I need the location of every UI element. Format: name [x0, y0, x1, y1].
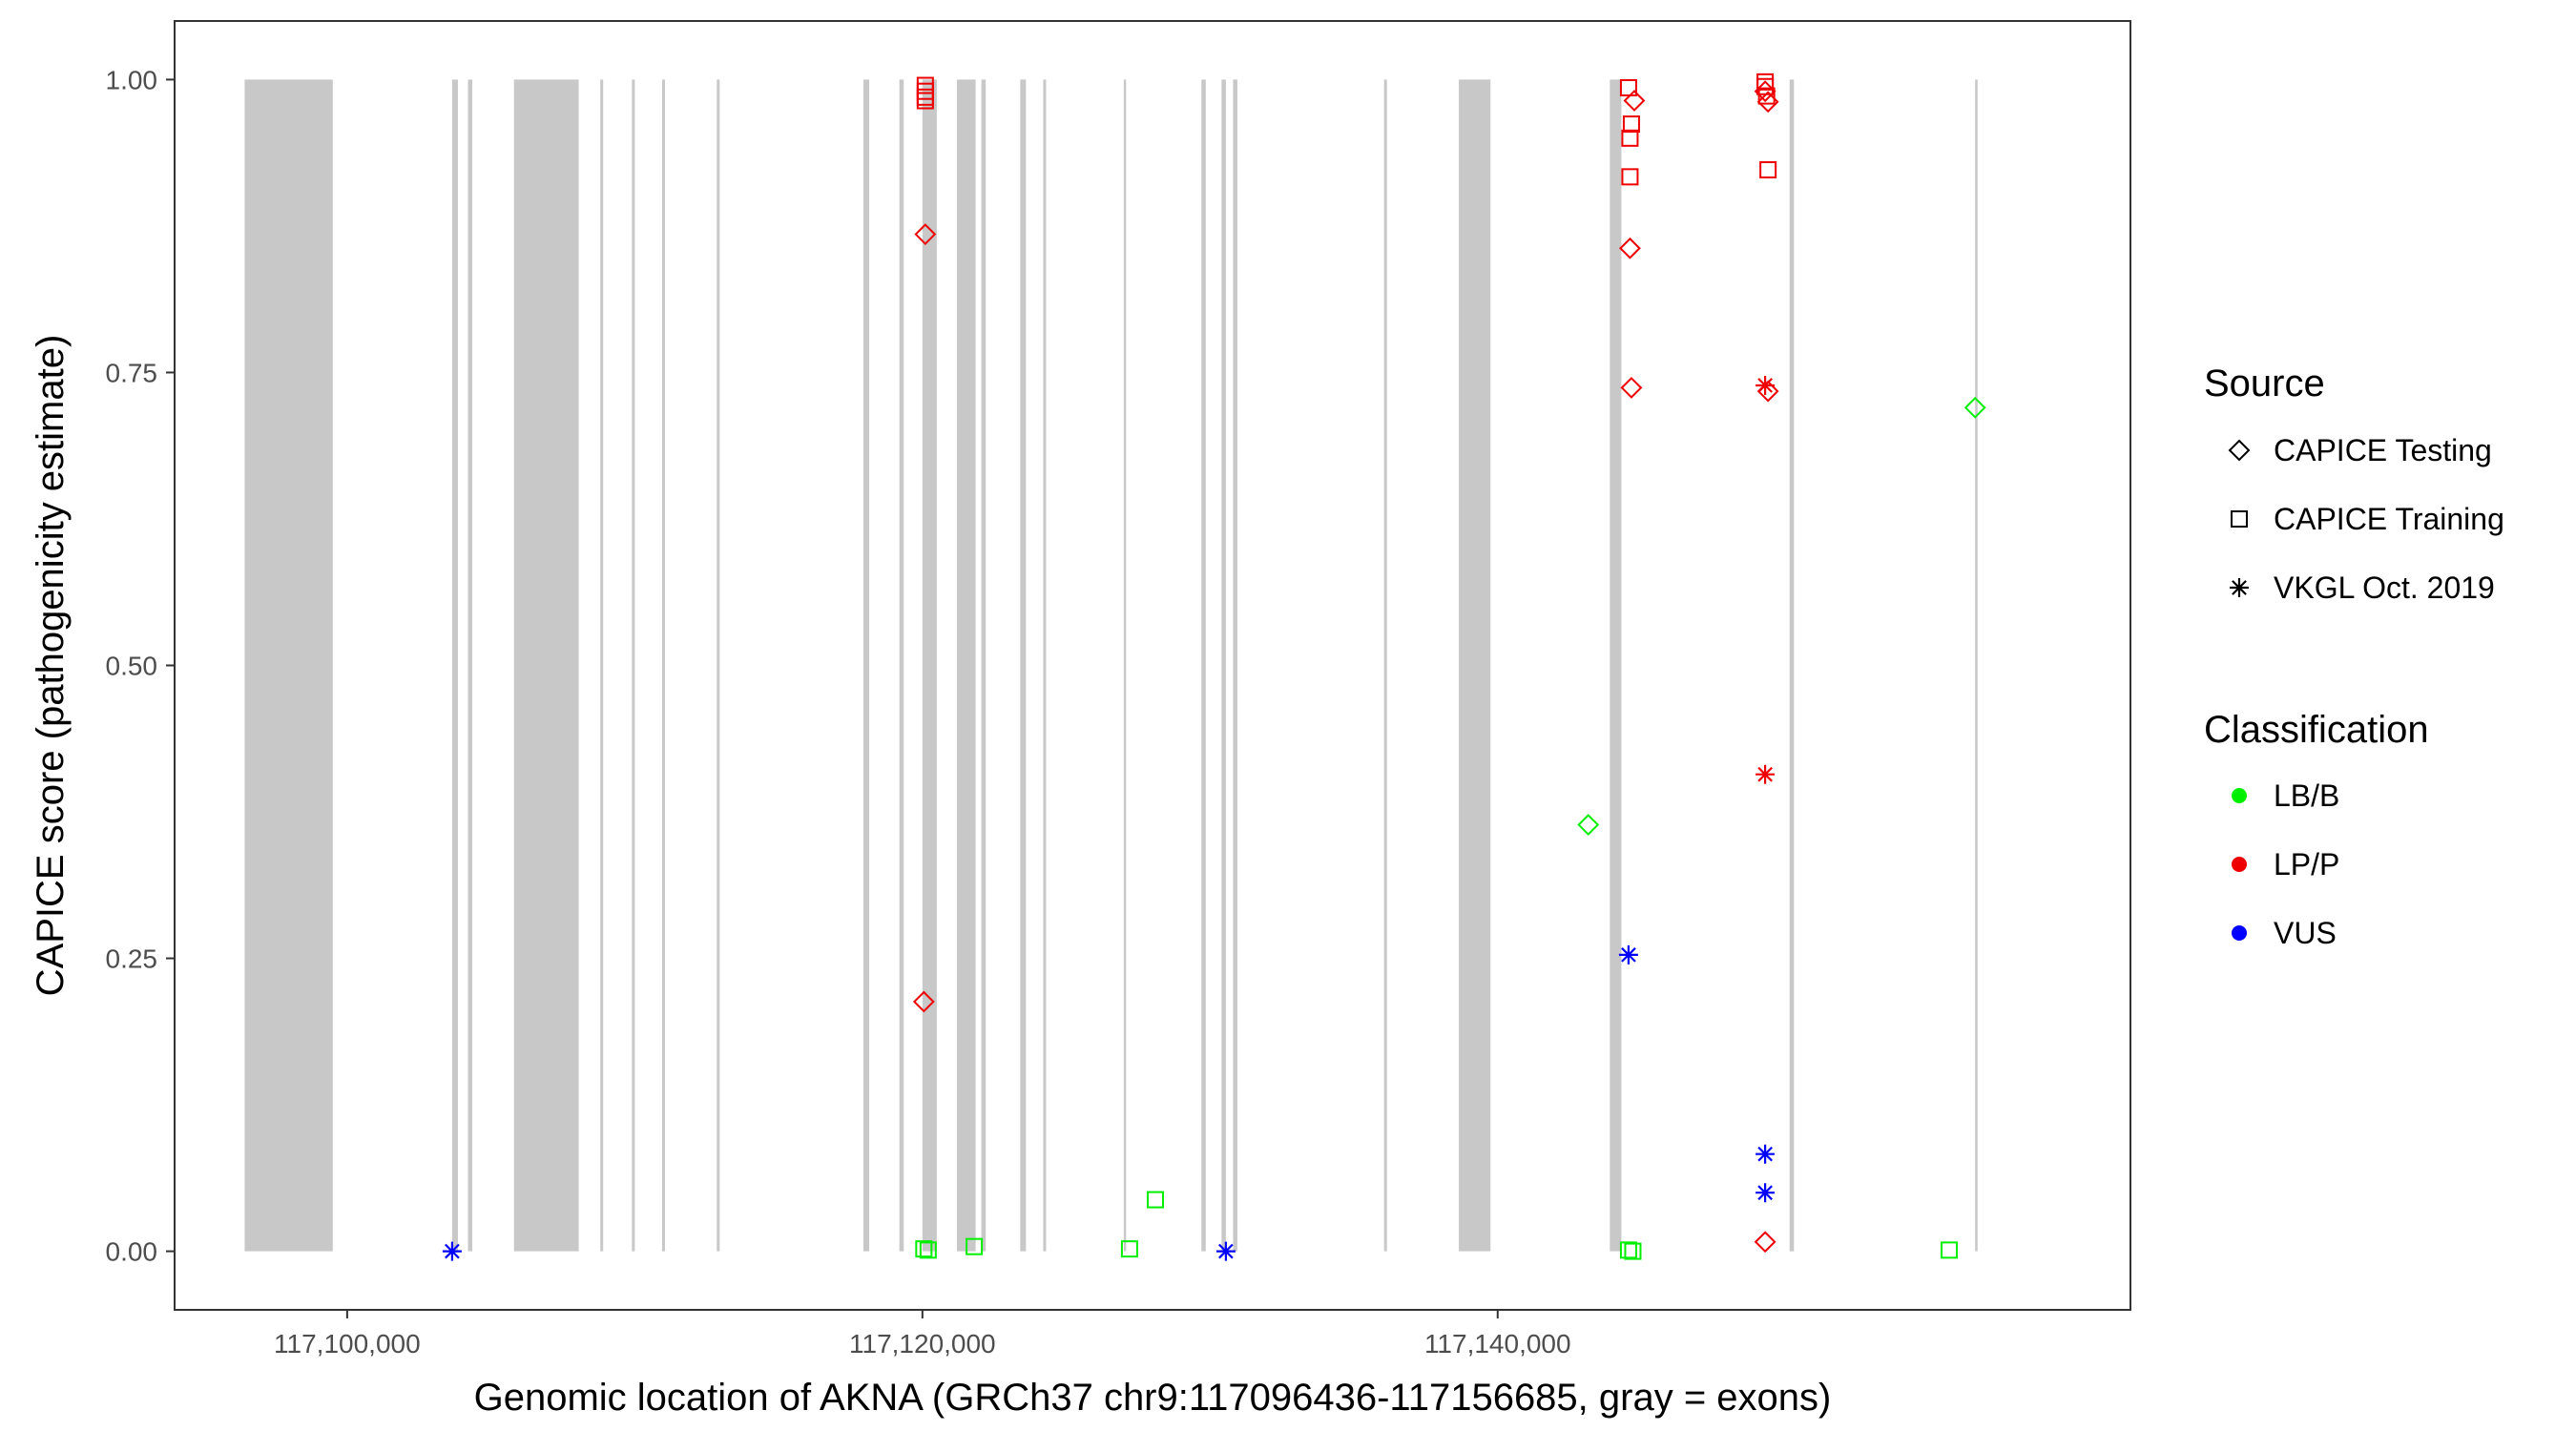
data-point — [1622, 115, 1640, 134]
data-point — [1577, 814, 1600, 836]
data-point — [1755, 1144, 1776, 1164]
legend-key-dot — [2232, 788, 2247, 803]
data-point — [1215, 1241, 1236, 1261]
exon-band — [1043, 79, 1047, 1252]
y-axis-title: CAPICE score (pathogenicity estimate) — [30, 335, 72, 997]
exon-band — [1610, 79, 1622, 1252]
data-point — [915, 1240, 933, 1258]
legend-source-label: CAPICE Testing — [2274, 433, 2492, 467]
y-tick-label: 0.25 — [106, 944, 158, 974]
legend-class-label: LB/B — [2274, 778, 2339, 813]
y-tick-label: 0.75 — [106, 358, 158, 387]
exon-band — [600, 79, 604, 1252]
data-point — [1623, 90, 1646, 112]
legend-classification-items: LB/B LP/P VUS — [2232, 778, 2339, 950]
exon-band — [1020, 79, 1027, 1252]
legend-source-items: CAPICE Testing CAPICE Training VKGL Oct. 2… — [2228, 433, 2504, 605]
data-point — [1963, 396, 1986, 419]
exon-band — [981, 79, 987, 1252]
data-point — [1624, 1242, 1642, 1260]
exon-layer — [244, 79, 1978, 1252]
legend-class-label: LP/P — [2274, 847, 2339, 881]
exon-band — [717, 79, 720, 1252]
legend-key-dot — [2232, 925, 2247, 941]
exon-band — [1789, 79, 1795, 1252]
data-point — [1756, 380, 1779, 403]
data-point — [919, 1241, 937, 1259]
exon-band — [451, 79, 458, 1252]
legend-key-dot — [2232, 857, 2247, 872]
data-point — [1619, 79, 1637, 97]
exon-band — [899, 79, 904, 1252]
data-point — [442, 1241, 462, 1261]
y-tick-label: 0.00 — [106, 1237, 158, 1267]
data-point — [916, 92, 934, 110]
data-point — [1759, 160, 1777, 178]
y-axis: 0.00 0.25 0.50 0.75 1.00 — [106, 65, 175, 1267]
data-point — [1757, 87, 1776, 105]
data-point — [966, 1237, 984, 1255]
y-tick-label: 1.00 — [106, 65, 158, 94]
x-axis-title: Genomic location of AKNA (GRCh37 chr9:11… — [474, 1377, 1832, 1419]
data-point — [1619, 1241, 1637, 1259]
data-point — [1621, 129, 1639, 147]
data-point — [1755, 764, 1776, 784]
data-point — [1941, 1241, 1959, 1259]
data-point — [912, 990, 935, 1013]
data-point — [1618, 944, 1638, 964]
data-point — [1120, 1240, 1138, 1258]
legend-key-star — [2230, 578, 2249, 597]
data-point — [914, 223, 937, 245]
legend-class-label: VUS — [2274, 916, 2337, 950]
data-points — [442, 73, 1986, 1261]
exon-band — [922, 79, 937, 1252]
legend-classification-title: Classification — [2204, 709, 2429, 751]
data-point — [1756, 91, 1779, 114]
exon-band — [863, 79, 870, 1252]
data-point — [1754, 1231, 1776, 1254]
exon-band — [1123, 79, 1127, 1252]
legend-source-label: CAPICE Training — [2274, 502, 2504, 536]
legend: Source CAPICE Testing CAPICE Training VKGL… — [2204, 363, 2504, 950]
x-tick-label: 117,140,000 — [1424, 1329, 1571, 1358]
exon-band — [513, 79, 579, 1252]
legend-key-square — [2231, 510, 2248, 528]
exon-band — [1201, 79, 1206, 1252]
data-point — [1755, 1183, 1776, 1203]
exon-band — [1221, 79, 1226, 1252]
legend-key-diamond — [2228, 439, 2251, 462]
exon-band — [1975, 79, 1978, 1252]
exon-band — [957, 79, 976, 1252]
exon-band — [1459, 79, 1491, 1252]
y-tick-label: 0.50 — [106, 652, 158, 681]
legend-source-title: Source — [2204, 363, 2325, 404]
x-tick-label: 117,100,000 — [274, 1329, 421, 1358]
data-point — [1619, 237, 1641, 259]
exon-band — [661, 79, 666, 1252]
exon-band — [467, 79, 473, 1252]
exon-band — [1383, 79, 1387, 1252]
data-point — [1621, 168, 1639, 186]
exon-band — [1233, 79, 1237, 1252]
x-axis: 117,100,000 117,120,000 117,140,000 — [274, 1310, 1571, 1358]
data-point — [1620, 377, 1643, 399]
legend-source-label: VKGL Oct. 2019 — [2274, 570, 2495, 605]
x-tick-label: 117,120,000 — [849, 1329, 996, 1358]
exon-band — [632, 79, 635, 1252]
exon-band — [244, 79, 333, 1252]
data-point — [1147, 1191, 1165, 1209]
